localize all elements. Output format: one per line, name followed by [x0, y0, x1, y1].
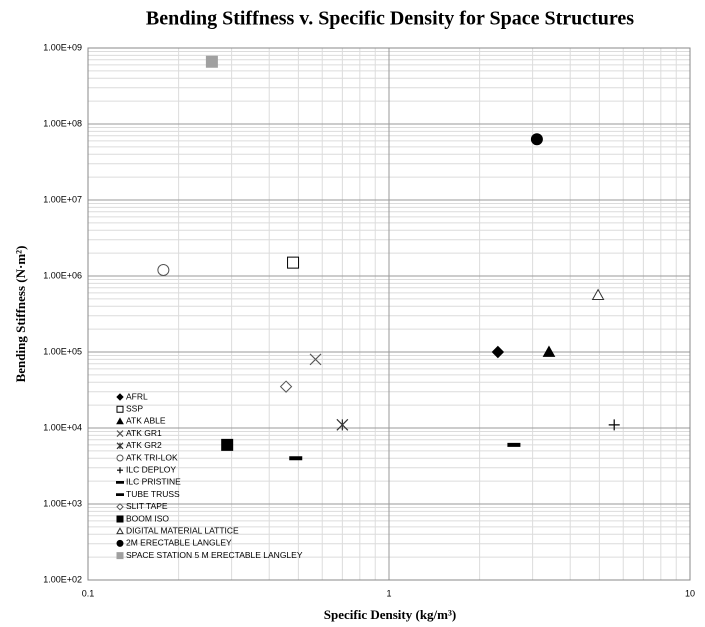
legend-label: ILC DEPLOY — [126, 464, 176, 474]
point — [205, 55, 218, 68]
y-tick-label: 1.00E+07 — [43, 194, 82, 204]
legend-marker — [116, 454, 124, 462]
point — [507, 442, 521, 447]
point — [608, 419, 620, 431]
point — [287, 256, 300, 269]
legend-label: ATK GR1 — [126, 428, 162, 438]
x-tick-label: 0.1 — [82, 588, 95, 598]
legend-marker — [116, 493, 124, 496]
legend-marker — [116, 430, 124, 438]
legend-label: ATK ABLE — [126, 416, 166, 426]
point — [591, 288, 605, 301]
y-tick-label: 1.00E+06 — [43, 270, 82, 280]
legend-label: SLIT TAPE — [126, 501, 168, 511]
point — [336, 418, 349, 431]
x-axis-label: Specific Density (kg/m³) — [324, 607, 456, 622]
legend-marker — [116, 405, 124, 413]
legend-label: SSP — [126, 403, 143, 413]
point — [530, 133, 543, 146]
legend-marker — [117, 467, 123, 474]
y-tick-label: 1.00E+08 — [43, 118, 82, 128]
legend-marker — [116, 393, 124, 401]
legend-marker — [116, 503, 124, 511]
y-tick-label: 1.00E+09 — [43, 42, 82, 52]
legend-marker — [116, 515, 124, 523]
legend-marker — [116, 539, 124, 547]
legend-marker — [116, 481, 124, 484]
legend-label: BOOM ISO — [126, 513, 169, 523]
legend-label: TUBE TRUSS — [126, 489, 180, 499]
point — [279, 380, 293, 393]
legend-marker — [116, 552, 124, 560]
y-axis-label: Bending Stiffness (N·m²) — [13, 246, 28, 383]
y-tick-label: 1.00E+03 — [43, 498, 82, 508]
x-tick-label: 10 — [685, 588, 695, 598]
plot-border — [87, 47, 691, 581]
y-tick-label: 1.00E+02 — [43, 574, 82, 584]
point — [309, 353, 322, 366]
point — [542, 345, 556, 357]
legend-label: AFRL — [126, 391, 148, 401]
legend-marker — [116, 417, 124, 425]
point — [157, 264, 170, 276]
x-tick-label: 1 — [386, 588, 391, 598]
y-tick-label: 1.00E+05 — [43, 346, 82, 356]
legend-label: 2M ERECTABLE LANGLEY — [126, 538, 232, 548]
legend-label: ATK GR2 — [126, 440, 162, 450]
legend-label: DIGITAL MATERIAL LATTICE — [126, 525, 239, 535]
chart-title: Bending Stiffness v. Specific Density fo… — [146, 8, 634, 30]
legend-marker — [116, 527, 124, 535]
legend-label: ILC PRISTINE — [126, 477, 181, 487]
legend-label: ATK TRI-LOK — [126, 452, 178, 462]
point — [221, 438, 234, 451]
y-tick-label: 1.00E+04 — [43, 422, 82, 432]
point — [289, 456, 303, 461]
point — [491, 345, 505, 359]
legend-marker — [116, 442, 124, 450]
legend-label: SPACE STATION 5 M ERECTABLE LANGLEY — [126, 550, 303, 560]
